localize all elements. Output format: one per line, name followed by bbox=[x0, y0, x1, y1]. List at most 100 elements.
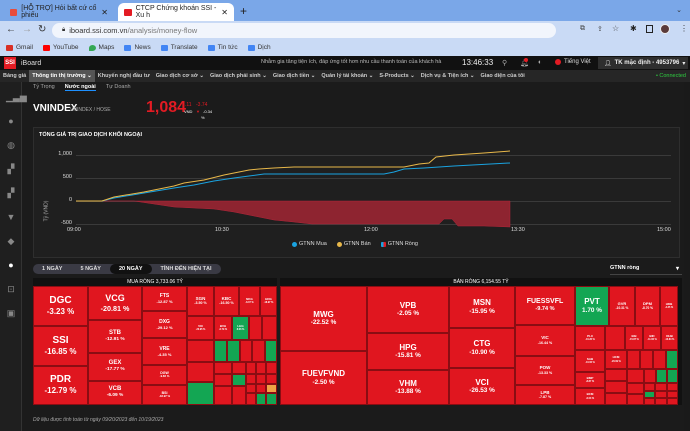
menu-quan-ly-tai-khoan[interactable]: Quản lý tài khoản ⌄ bbox=[321, 73, 374, 79]
treemap-cell-msn[interactable]: MSN -15.95 % bbox=[449, 286, 515, 328]
treemap-cell-dgc[interactable]: DGC -3.23 % bbox=[33, 286, 88, 326]
treemap-cell[interactable] bbox=[666, 350, 678, 369]
treemap-cell[interactable] bbox=[640, 350, 653, 369]
period-5-ngay[interactable]: 5 NGÀY bbox=[80, 266, 101, 272]
bookmark-star-icon[interactable]: ☆ bbox=[612, 24, 620, 33]
treemap-cell[interactable] bbox=[214, 374, 232, 386]
treemap-cell-bvh[interactable]: BVH -6.79 % bbox=[214, 316, 232, 340]
back-icon[interactable]: ← bbox=[6, 24, 16, 35]
treemap-cell[interactable] bbox=[240, 340, 252, 362]
treemap-cell[interactable] bbox=[655, 383, 667, 391]
treemap-cell-vic[interactable]: VIC -16.44 % bbox=[515, 325, 575, 356]
treemap-cell[interactable] bbox=[214, 340, 227, 362]
treemap-cell-lpb[interactable]: LPB -7.87 % bbox=[515, 385, 575, 405]
treemap-cell[interactable] bbox=[256, 362, 266, 374]
treemap-cell[interactable] bbox=[214, 362, 232, 374]
treemap-cell[interactable] bbox=[227, 340, 240, 362]
translate-icon[interactable]: ⧉ bbox=[580, 25, 585, 32]
bookmark-tintuc[interactable]: Tin tức bbox=[207, 44, 238, 51]
close-tab-icon[interactable]: ✕ bbox=[221, 7, 228, 17]
treemap-cell[interactable] bbox=[256, 393, 266, 405]
treemap-cell-dgw[interactable]: DGW -9.82 % bbox=[142, 365, 187, 385]
treemap-cell-ssi[interactable]: SSI -16.85 % bbox=[33, 326, 88, 366]
search-key-icon[interactable]: ⚲ bbox=[502, 60, 508, 67]
bar-chart-icon[interactable]: ▁▃▅ bbox=[6, 92, 27, 102]
treemap-cell[interactable] bbox=[266, 384, 277, 393]
treemap-cell[interactable] bbox=[644, 369, 656, 383]
treemap-cell-stb[interactable]: STB -12.91 % bbox=[88, 320, 142, 353]
treemap-cell[interactable] bbox=[232, 386, 246, 405]
treemap-cell-hpg[interactable]: HPG -15.81 % bbox=[367, 333, 449, 370]
treemap-cell[interactable] bbox=[187, 340, 214, 362]
treemap-cell[interactable] bbox=[655, 398, 667, 405]
address-bar-right[interactable] bbox=[276, 23, 556, 38]
treemap-cell[interactable] bbox=[644, 398, 655, 405]
treemap-cell-bmp[interactable]: BMP -8.87 % bbox=[575, 372, 605, 388]
treemap-cell[interactable] bbox=[605, 393, 627, 405]
treemap-cell[interactable] bbox=[667, 369, 678, 383]
bookmark-news[interactable]: News bbox=[124, 44, 151, 51]
treemap-cell[interactable] bbox=[187, 362, 214, 382]
treemap-cell[interactable] bbox=[644, 383, 655, 391]
legend-gtnn-ban[interactable]: GTNN Bán bbox=[336, 241, 371, 247]
filter-icon[interactable]: ▼ bbox=[6, 212, 16, 222]
bookmark-youtube[interactable]: YouTube bbox=[42, 44, 79, 51]
close-tab-icon[interactable]: ✕ bbox=[101, 7, 108, 17]
treemap-cell[interactable] bbox=[627, 350, 640, 369]
menu-giao-dich-co-so[interactable]: Giao dịch cơ sở ⌄ bbox=[155, 73, 204, 79]
download-icon[interactable]: ▣ bbox=[6, 308, 16, 318]
signal-icon[interactable]: ▞ bbox=[7, 164, 15, 174]
scatter-icon[interactable]: ⊡ bbox=[7, 284, 15, 294]
treemap-cell[interactable] bbox=[655, 391, 667, 398]
treemap-cell[interactable] bbox=[187, 382, 214, 405]
treemap-cell[interactable] bbox=[644, 391, 655, 398]
treemap-cell[interactable] bbox=[656, 369, 667, 383]
treemap-cell[interactable] bbox=[246, 362, 256, 374]
theme-toggle-icon[interactable]: ◐ bbox=[538, 59, 543, 66]
treemap-cell-fuevfvnd[interactable]: FUEVFVND -2.50 % bbox=[280, 351, 367, 405]
profile-avatar[interactable] bbox=[660, 24, 670, 34]
treemap-cell[interactable] bbox=[667, 398, 678, 405]
treemap-cell-nkg[interactable]: NKG -8.07 % bbox=[239, 286, 260, 316]
treemap-cell-bcm[interactable]: BCM -6.00 % bbox=[575, 388, 605, 405]
treemap-cell-vcb[interactable]: VCB -6.09 % bbox=[88, 381, 142, 405]
money-flow-icon[interactable]: ● bbox=[8, 260, 14, 270]
metric-dropdown[interactable]: GTNN ròng ▾ bbox=[610, 265, 682, 275]
menu-giao-dien[interactable]: Giao diện của tôi bbox=[480, 73, 525, 79]
treemap-cell-vcg[interactable]: VCG -20.81 % bbox=[88, 286, 142, 320]
bookmark-gmail[interactable]: Gmail bbox=[6, 44, 33, 51]
treemap-cell-sgn[interactable]: SGN -3.50 % bbox=[187, 286, 214, 316]
legend-gtnn-rong[interactable]: GTNN Ròng bbox=[380, 241, 418, 247]
treemap-cell-vpb[interactable]: VPB -2.05 % bbox=[367, 286, 449, 333]
treemap-cell[interactable] bbox=[232, 374, 246, 386]
treemap-cell-vci[interactable]: VCI -26.53 % bbox=[449, 368, 515, 405]
treemap-cell-hdg[interactable]: HDG -18.97 % bbox=[260, 286, 277, 316]
treemap-cell[interactable] bbox=[605, 326, 625, 350]
menu-s-products[interactable]: S-Products ⌄ bbox=[379, 73, 415, 79]
treemap-cell[interactable] bbox=[266, 374, 277, 384]
kebab-menu-icon[interactable]: ⋮ bbox=[680, 24, 688, 33]
signal-alt-icon[interactable]: ▞ bbox=[7, 188, 15, 198]
treemap-cell-fuessvfl[interactable]: FUESSVFL -9.74 % bbox=[515, 286, 575, 325]
tab-search-chevron-icon[interactable]: ⌄ bbox=[676, 7, 682, 14]
treemap-cell-pow[interactable]: POW -13.33 % bbox=[515, 356, 575, 385]
treemap-cell-plx[interactable]: PLX -10.26 % bbox=[575, 326, 605, 350]
treemap-cell[interactable] bbox=[627, 394, 644, 405]
treemap-cell[interactable] bbox=[246, 393, 256, 405]
page-scrollbar[interactable] bbox=[684, 82, 690, 431]
treemap-cell-dxg[interactable]: DXG -29.12 % bbox=[142, 311, 187, 338]
treemap-cell-pdr[interactable]: PDR -12.79 % bbox=[33, 366, 88, 405]
treemap-cell[interactable] bbox=[262, 316, 277, 340]
legend-gtnn-mua[interactable]: GTNN Mua bbox=[292, 241, 327, 247]
menu-khuyen-nghi[interactable]: Khuyến nghị đầu tư bbox=[97, 73, 150, 79]
browser-tab-ssi[interactable]: CTCP Chứng khoán SSI - Xu h ✕ bbox=[118, 3, 234, 21]
extensions-icon[interactable]: ✱ bbox=[630, 24, 637, 33]
subtab-tu-doanh[interactable]: Tự Doanh bbox=[105, 84, 131, 90]
treemap-cell-ctg[interactable]: CTG -10.90 % bbox=[449, 328, 515, 368]
eraser-icon[interactable]: ◆ bbox=[7, 236, 15, 246]
treemap-cell-sab[interactable]: SAB -10.06 % bbox=[575, 350, 605, 372]
language-selector[interactable]: Tiếng Việt bbox=[555, 59, 591, 65]
menu-bang-gia[interactable]: Bảng giá bbox=[3, 73, 27, 79]
treemap-cell[interactable] bbox=[605, 381, 627, 393]
subtab-ty-trong[interactable]: Tỷ Trọng bbox=[33, 84, 55, 90]
